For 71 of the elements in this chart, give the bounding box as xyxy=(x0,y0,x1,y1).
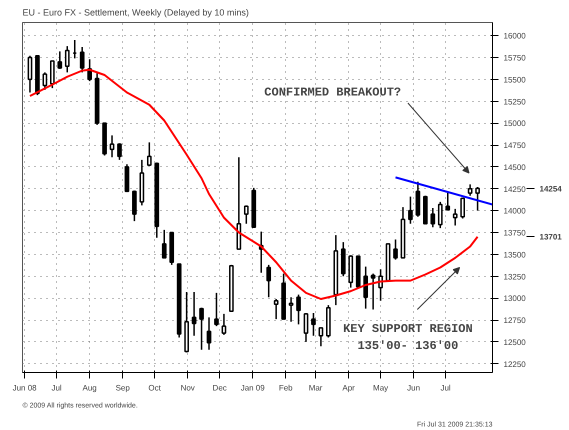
annotation: KEY SUPPORT REGION 135'00- 136'00 xyxy=(343,322,473,353)
y-tick-label: 14500 xyxy=(504,162,526,172)
candlestick xyxy=(378,268,383,302)
chart-title: EU - Euro FX - Settlement, Weekly (Delayed by 10 mins) xyxy=(22,8,249,18)
candlestick xyxy=(57,50,62,70)
x-tick-label: Jul xyxy=(51,384,62,392)
candlestick xyxy=(393,238,398,260)
x-tick-label: Feb xyxy=(278,384,294,392)
candlestick xyxy=(311,312,316,336)
candlestick xyxy=(146,142,152,167)
candlestick xyxy=(206,316,212,350)
candlestick xyxy=(408,196,413,224)
y-tick-label: 13000 xyxy=(504,294,526,304)
text: 13701 xyxy=(540,232,562,242)
x-tick-label: Jan 09 xyxy=(240,384,266,392)
candlestick xyxy=(438,201,443,229)
candlestick xyxy=(222,313,226,336)
x-tick-label: Aug xyxy=(82,384,97,392)
candlestick xyxy=(162,229,167,259)
candlestick xyxy=(80,46,85,74)
candlestick xyxy=(296,294,301,326)
candlestick xyxy=(460,198,466,220)
candlestick xyxy=(274,298,278,320)
candlestick xyxy=(64,45,70,74)
annotation: CONFIRMED BREAKOUT? xyxy=(264,86,402,100)
candlestick xyxy=(318,327,324,347)
y-tick-label: 12250 xyxy=(504,360,526,369)
candlestick xyxy=(468,184,472,196)
candlestick xyxy=(50,60,55,89)
candlestick xyxy=(132,190,137,222)
text: 14254 xyxy=(540,184,562,194)
candlestick xyxy=(304,312,308,343)
candlestick xyxy=(416,181,420,218)
candlestick xyxy=(370,272,376,310)
candlestick xyxy=(110,134,114,158)
x-tick-label: Jul xyxy=(440,384,451,392)
candlestick xyxy=(42,72,48,91)
x-tick-label: Apr xyxy=(342,384,356,392)
candlestick xyxy=(192,291,196,336)
candlestick xyxy=(288,296,294,322)
x-tick-label: May xyxy=(373,384,388,392)
candlestick xyxy=(214,292,219,327)
x-tick-label: Nov xyxy=(180,384,195,392)
candlestick xyxy=(452,208,458,226)
x-tick-label: Sep xyxy=(116,384,130,392)
y-tick-label: 14250 xyxy=(504,184,526,194)
candlestick xyxy=(117,142,122,161)
y-tick-label: 14000 xyxy=(504,206,526,216)
candlestick xyxy=(430,207,436,228)
y-tick-label: 13250 xyxy=(504,272,526,282)
candlestick xyxy=(28,55,32,94)
y-tick-label: 15250 xyxy=(504,97,526,106)
x-tick-label: Jun xyxy=(407,384,420,392)
y-tick-label: 13750 xyxy=(504,228,526,238)
candlestick xyxy=(199,307,204,350)
x-tick-label: Dec xyxy=(212,384,227,392)
x-tick-label: Jun 08 xyxy=(12,384,38,392)
y-tick-label: 15000 xyxy=(504,119,526,128)
y-tick-label: 12750 xyxy=(504,316,526,325)
candlestick xyxy=(266,264,272,298)
x-tick-label: Oct xyxy=(148,384,162,392)
candlestick xyxy=(475,186,480,212)
x-tick-label: Mar xyxy=(308,384,323,392)
y-tick-label: 12500 xyxy=(504,338,526,347)
y-tick-label: 13500 xyxy=(504,250,526,260)
y-tick-label: 15750 xyxy=(504,54,526,62)
y-tick-label: 14750 xyxy=(504,141,526,150)
line-series xyxy=(28,68,479,300)
y-tick-label: 16000 xyxy=(504,32,526,41)
candlestick xyxy=(244,204,249,224)
y-tick-label: 15500 xyxy=(504,75,526,84)
